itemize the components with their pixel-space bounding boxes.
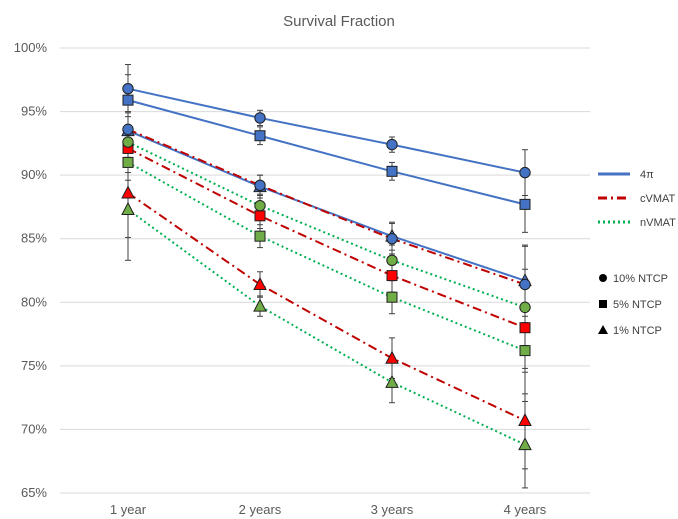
data-point-cvmat-1pct-ntcp: [518, 412, 532, 427]
legend-line-label: nVMAT: [640, 217, 676, 229]
data-point-nvmat-5pct-ntcp: [519, 345, 531, 357]
y-tick-label: 90%: [21, 167, 47, 182]
data-point-cvmat-1pct-ntcp: [253, 276, 267, 290]
data-point-4pi-10pct-ntcp: [254, 112, 266, 124]
data-point-cvmat-5pct-ntcp: [386, 270, 398, 282]
data-point-nvmat-1pct-ntcp: [121, 201, 135, 215]
data-point-cvmat-5pct-ntcp: [519, 322, 531, 334]
data-point-nvmat-10pct-ntcp: [386, 254, 398, 267]
x-axis: 1 year 2 years 3 years 4 years: [110, 502, 547, 517]
data-point-nvmat-1pct-ntcp: [253, 298, 267, 312]
series-line-4pi-5pct-ntcp: [127, 99, 526, 206]
data-point-cvmat-10pct-ntcp: [254, 179, 266, 192]
y-tick-label: 95%: [21, 104, 47, 119]
data-point-cvmat-1pct-ntcp: [385, 350, 399, 364]
y-tick-label: 80%: [21, 294, 47, 309]
series-line-cvmat-1pct-ntcp: [127, 192, 526, 422]
error-bars: [125, 64, 528, 489]
data-point-nvmat-10pct-ntcp: [519, 301, 531, 314]
data-point-nvmat-1pct-ntcp: [385, 374, 399, 388]
data-point-nvmat-1pct-ntcp: [518, 437, 532, 451]
x-tick-label: 1 year: [110, 502, 147, 517]
legend-marker-label: 5% NTCP: [613, 299, 662, 311]
series-line-nvmat-10pct-ntcp: [127, 141, 526, 309]
data-point-cvmat-5pct-ntcp: [254, 210, 266, 222]
chart-title: Survival Fraction: [283, 13, 395, 30]
series-line-nvmat-5pct-ntcp: [127, 161, 526, 352]
x-tick-label: 3 years: [371, 502, 414, 517]
data-point-nvmat-5pct-ntcp: [122, 156, 134, 168]
data-point-cvmat-1pct-ntcp: [121, 185, 135, 199]
y-tick-label: 65%: [21, 485, 47, 500]
data-point-4pi-5pct-ntcp: [386, 165, 398, 177]
data-point-cvmat-10pct-ntcp: [519, 278, 531, 291]
data-point-4pi-10pct-ntcp: [519, 166, 531, 179]
data-point-nvmat-10pct-ntcp: [122, 136, 134, 148]
x-tick-label: 2 years: [239, 502, 282, 517]
data-point-4pi-5pct-ntcp: [519, 198, 531, 210]
data-point-nvmat-5pct-ntcp: [386, 291, 398, 303]
legend-marker-label: 10% NTCP: [613, 273, 668, 285]
series-lines: [127, 87, 526, 446]
data-point-4pi-10pct-ntcp: [386, 138, 398, 151]
y-tick-label: 70%: [21, 421, 47, 436]
data-point-4pi-5pct-ntcp: [122, 94, 134, 106]
series-line-cvmat-5pct-ntcp: [127, 147, 526, 329]
y-tick-label: 75%: [21, 358, 47, 373]
data-point-4pi-5pct-ntcp: [254, 130, 266, 142]
data-point-4pi-10pct-ntcp: [122, 82, 134, 95]
data-markers: [121, 82, 532, 451]
data-point-nvmat-5pct-ntcp: [254, 230, 266, 242]
legend-marker-square: [599, 300, 607, 308]
gridlines: [60, 47, 590, 494]
legend-marker-circle: [599, 274, 607, 282]
data-point-cvmat-10pct-ntcp: [386, 233, 398, 245]
series-line-cvmat-10pct-ntcp: [127, 128, 526, 286]
y-axis: 65% 70% 75% 80% 85% 90% 95% 100%: [14, 40, 48, 500]
series-line-4pi-10pct-ntcp: [127, 87, 526, 174]
legend-line-label: 4π: [640, 169, 654, 181]
series-line-nvmat-1pct-ntcp: [127, 208, 526, 446]
legend-line-label: cVMAT: [640, 193, 676, 205]
y-tick-label: 100%: [14, 40, 48, 55]
x-tick-label: 4 years: [504, 502, 547, 517]
y-tick-label: 85%: [21, 231, 47, 246]
data-point-cvmat-10pct-ntcp: [122, 123, 134, 136]
data-point-nvmat-10pct-ntcp: [254, 199, 266, 212]
legend-marker-label: 1% NTCP: [613, 325, 662, 337]
legend-marker-triangle: [598, 325, 608, 334]
legend: 4π cVMAT nVMAT 10% NTCP 5% NTCP 1% NTCP: [598, 169, 676, 337]
